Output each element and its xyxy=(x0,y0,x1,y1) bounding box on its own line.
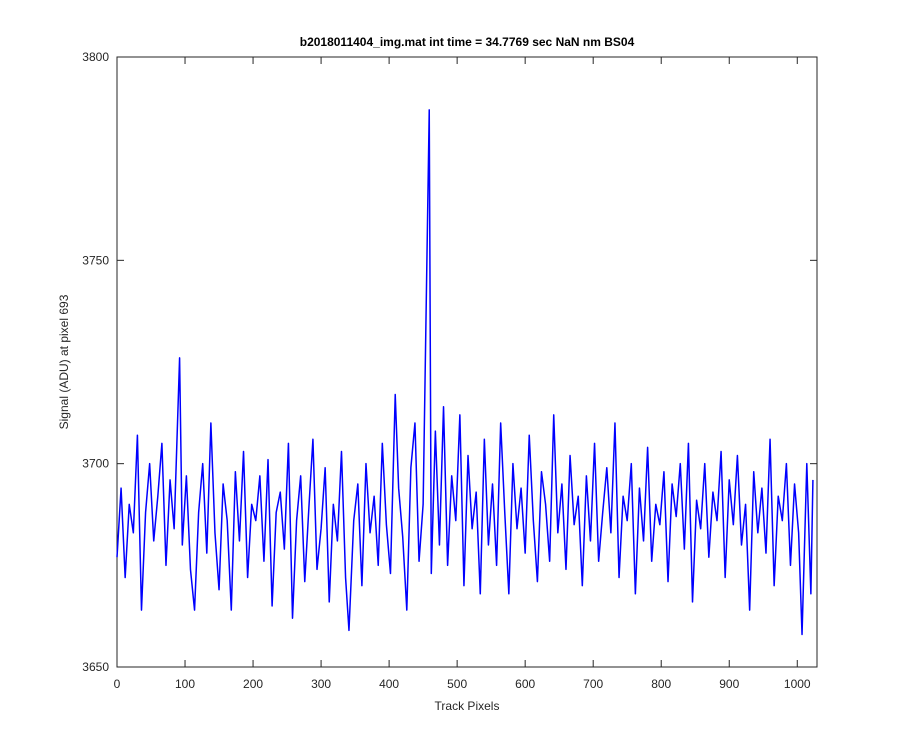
x-tick-label: 500 xyxy=(447,677,467,691)
y-tick-label: 3750 xyxy=(82,253,109,267)
plot-box xyxy=(116,56,818,668)
chart-title: b2018011404_img.mat int time = 34.7769 s… xyxy=(300,35,635,49)
x-tick-label: 700 xyxy=(583,677,603,691)
x-tick-label: 300 xyxy=(311,677,331,691)
x-tick-label: 0 xyxy=(114,677,121,691)
x-tick-label: 600 xyxy=(515,677,535,691)
x-tick-label: 1000 xyxy=(784,677,811,691)
x-tick-label: 900 xyxy=(719,677,739,691)
x-tick-label: 100 xyxy=(175,677,195,691)
y-tick-label: 3700 xyxy=(82,457,109,471)
y-axis-label: Signal (ADU) at pixel 693 xyxy=(57,294,71,429)
y-tick-label: 3800 xyxy=(82,50,109,64)
data-line xyxy=(116,109,814,636)
x-tick-label: 800 xyxy=(651,677,671,691)
y-tick-label: 3650 xyxy=(82,660,109,674)
x-axis-label: Track Pixels xyxy=(435,699,500,713)
x-tick-label: 200 xyxy=(243,677,263,691)
x-tick-label: 400 xyxy=(379,677,399,691)
